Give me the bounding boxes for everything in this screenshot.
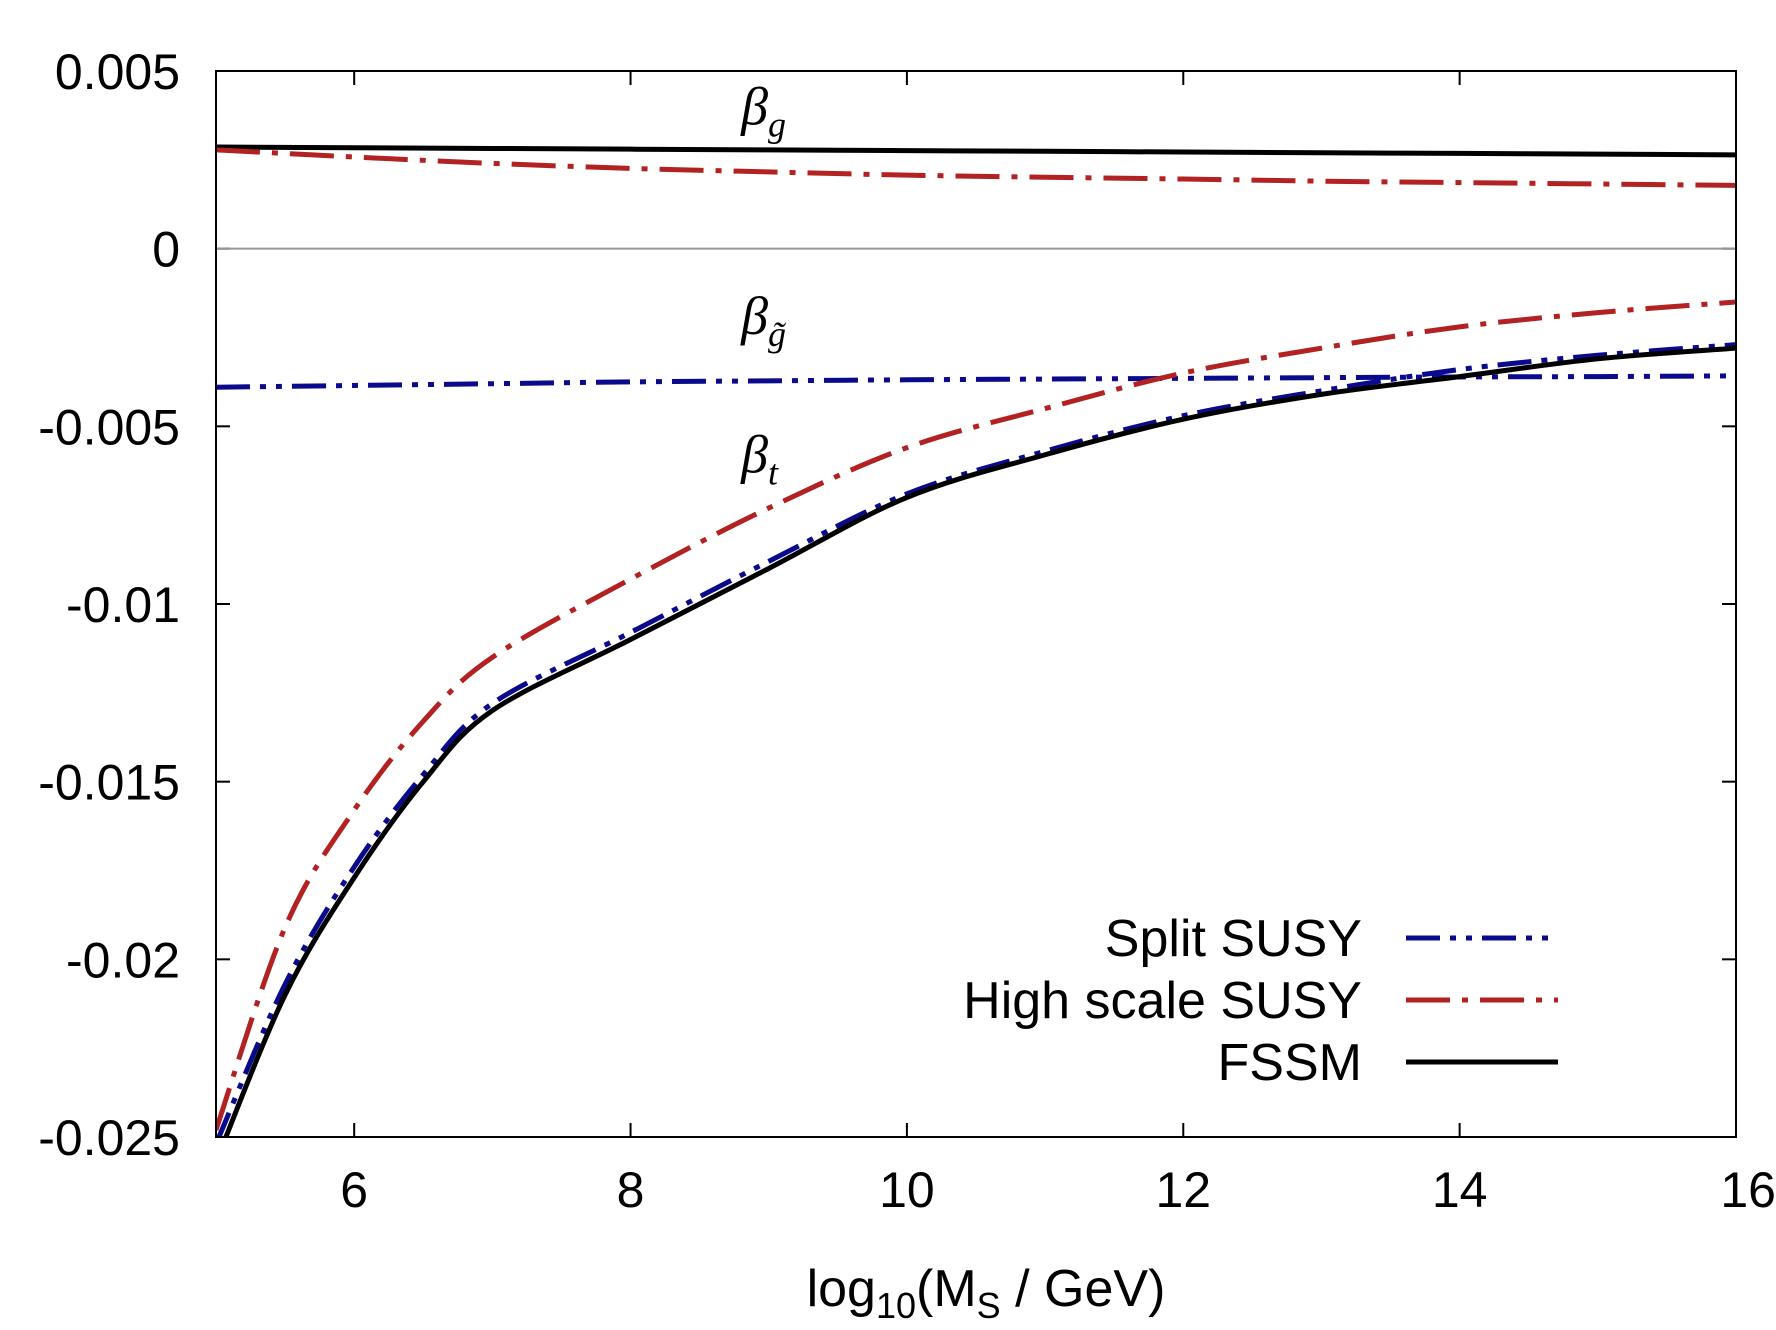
x-tick-labels: 6 8 10 12 14 16 [340,1162,1776,1218]
y-tick-label: -0.01 [66,577,180,633]
y-tick-labels: 0.005 0 -0.005 -0.01 -0.015 -0.02 -0.025 [38,44,180,1166]
annotation-sub: g̃ [768,314,787,354]
annotation-sub: g [768,104,786,144]
series-layer [216,144,1736,1137]
annotation-beta-2: βg̃ [740,286,787,354]
y-tick-label: -0.02 [66,932,180,988]
series-line-split-susy-g- [216,373,1736,390]
y-tick-label: 0.005 [55,44,180,100]
annotation-base: β [740,286,768,346]
series-line-fssm-t [223,345,1736,1137]
annotation-beta-3: βt [740,425,779,493]
x-tick-label: 12 [1155,1162,1211,1218]
x-axis-label-suffix: / GeV) [1001,1260,1166,1318]
legend-label: FSSM [1218,1034,1362,1092]
y-tick-label: 0 [152,222,180,278]
x-axis-label-prefix: log [807,1260,876,1318]
legend-label: Split SUSY [1105,910,1362,968]
x-axis-label-main-sub: S [977,1285,1001,1326]
annotation-base: β [740,425,768,485]
y-tick-label: -0.005 [38,399,180,455]
plot-frame [215,70,1737,1138]
x-tick-label: 10 [879,1162,935,1218]
y-tick-label: -0.015 [38,755,180,811]
series-line-high-scale-susy-g [216,147,1736,188]
x-tick-label: 8 [617,1162,645,1218]
annotation-beta-1: βg [740,76,786,144]
x-axis-label: log10(MS / GeV) [807,1260,1166,1326]
legend-label: High scale SUSY [963,972,1362,1030]
x-tick-label: 14 [1432,1162,1488,1218]
annotation-sub: t [768,453,779,493]
series-line-fssm-g [216,144,1736,158]
x-axis-label-prefix-sub: 10 [876,1285,916,1326]
annotation-base: β [740,76,768,136]
x-tick-label: 16 [1720,1162,1776,1218]
x-axis-label-main: (M [916,1260,977,1318]
series-line-split-susy-t [216,342,1736,1137]
x-tick-label: 6 [340,1162,368,1218]
series-line-high-scale-susy-t [216,299,1736,1131]
y-tick-label: -0.025 [38,1110,180,1166]
